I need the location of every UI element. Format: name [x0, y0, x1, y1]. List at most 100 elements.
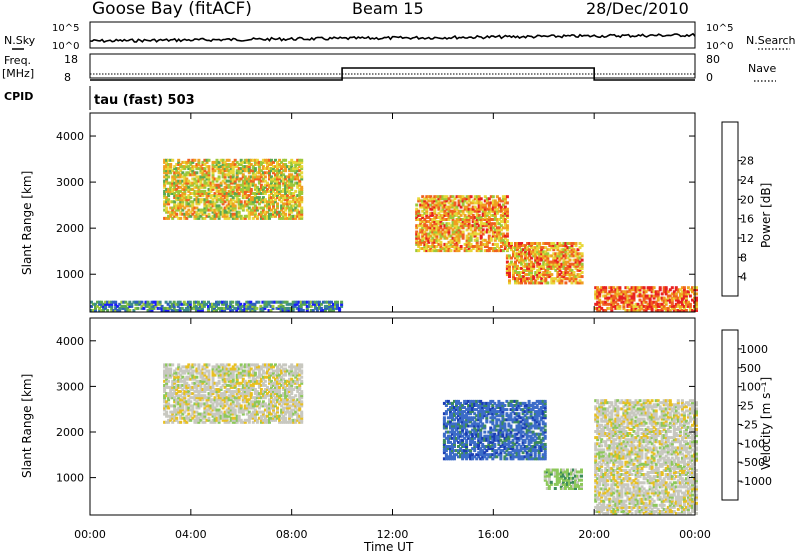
power-cell — [297, 300, 301, 304]
power-cell — [429, 222, 433, 226]
power-cell — [207, 165, 211, 169]
power-cell — [624, 290, 628, 294]
power-cell — [501, 232, 505, 236]
velocity-cell — [259, 367, 263, 371]
velocity-cell — [446, 455, 450, 459]
velocity-cell — [201, 396, 205, 400]
power-cell — [229, 198, 233, 202]
power-cell — [508, 275, 511, 279]
power-cell — [479, 230, 483, 234]
velocity-cell — [189, 388, 193, 391]
power-cell — [276, 177, 279, 181]
power-cell — [564, 277, 568, 281]
power-cell — [491, 249, 495, 253]
velocity-cell — [286, 404, 290, 408]
power-cell — [241, 196, 245, 200]
power-cell — [479, 247, 483, 250]
power-cell — [219, 183, 223, 187]
velocity-cell — [243, 404, 247, 408]
power-cell — [674, 309, 678, 312]
power-cell — [664, 300, 668, 304]
power-cell — [536, 250, 540, 254]
velocity-cell — [255, 367, 259, 371]
velocity-cell — [175, 418, 179, 422]
velocity-cell — [241, 371, 245, 375]
power-cell — [443, 213, 447, 217]
power-cell — [179, 189, 183, 193]
velocity-cell — [294, 367, 298, 371]
power-cell — [195, 216, 199, 220]
velocity-cell — [300, 414, 304, 418]
power-cell — [664, 286, 668, 290]
power-cell — [290, 173, 294, 177]
velocity-cell — [251, 363, 255, 367]
power-cell — [642, 296, 646, 300]
power-cell — [243, 187, 247, 191]
power-cell — [550, 260, 554, 264]
power-cell — [612, 298, 616, 302]
power-cell — [455, 249, 459, 253]
power-cell — [285, 302, 289, 306]
power-cell — [449, 199, 453, 203]
power-cell — [274, 214, 277, 218]
power-cell — [630, 304, 634, 308]
power-cell — [261, 158, 265, 162]
velocity-cell — [247, 363, 251, 367]
power-cell — [664, 302, 668, 306]
power-cell — [207, 202, 211, 206]
velocity-cell — [249, 379, 253, 383]
power-cell — [604, 286, 608, 290]
power-cell — [672, 290, 676, 294]
power-cell — [435, 201, 439, 205]
power-cell — [668, 300, 672, 304]
power-cell — [261, 306, 265, 310]
power-cell — [566, 256, 570, 260]
power-cell — [169, 158, 173, 162]
power-cell — [652, 294, 656, 298]
velocity-cell — [203, 385, 207, 389]
power-cell — [213, 185, 217, 189]
power-cell — [469, 234, 473, 238]
power-cell — [483, 195, 487, 199]
velocity-cell — [195, 388, 199, 391]
power-cell — [241, 204, 245, 208]
power-cell — [614, 290, 618, 294]
power-cell — [532, 277, 536, 281]
velocity-cell — [235, 388, 239, 391]
power-cell — [475, 197, 479, 201]
power-cell — [253, 204, 257, 208]
velocity-cell — [247, 369, 251, 373]
power-cell — [682, 304, 686, 308]
velocity-cell — [270, 379, 273, 383]
power-cell — [237, 167, 241, 171]
power-cell — [245, 196, 249, 200]
power-cell — [163, 185, 167, 189]
power-cell — [233, 212, 237, 216]
velocity-cell — [223, 398, 227, 402]
power-cell — [225, 173, 229, 177]
power-cell — [266, 214, 269, 218]
power-cell — [221, 163, 225, 166]
power-cell — [522, 258, 526, 262]
power-cell — [538, 252, 542, 256]
power-cell — [471, 245, 475, 248]
velocity-cell — [298, 377, 302, 381]
power-cell — [215, 204, 219, 208]
power-cell — [330, 306, 333, 310]
power-cell — [255, 192, 259, 195]
power-cell — [239, 183, 243, 187]
velocity-cell — [193, 383, 197, 387]
power-cell — [300, 214, 304, 218]
power-cell — [268, 183, 271, 187]
power-cell — [241, 208, 245, 212]
power-cell — [288, 210, 292, 214]
power-cell — [449, 205, 453, 209]
power-cell — [491, 247, 495, 250]
power-cell — [173, 214, 177, 218]
power-cell — [200, 302, 204, 306]
velocity-cell — [207, 406, 211, 410]
power-cell — [163, 196, 167, 200]
velocity-cell — [253, 416, 257, 420]
power-cell — [437, 197, 441, 201]
velocity-cell — [187, 363, 191, 367]
